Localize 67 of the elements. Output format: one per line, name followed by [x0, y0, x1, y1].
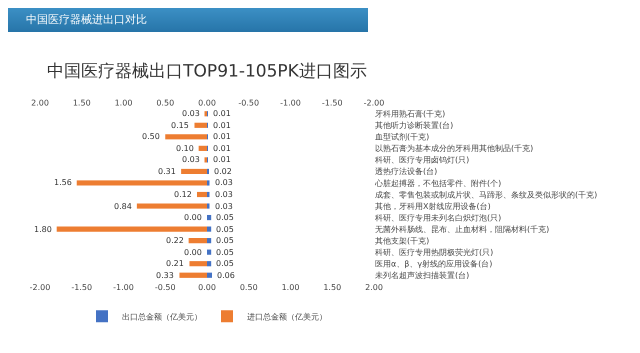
x-tick-label: -1.00 — [113, 283, 134, 292]
data-label: 0.50 — [142, 132, 160, 141]
y-tick-label: 无菌外科肠线、昆布、止血材料，阻隔材料(千克) — [375, 224, 550, 234]
chart-title: 中国医疗器械出口TOP91-105PK进口图示 — [47, 62, 367, 82]
x-tick-label: -1.50 — [71, 283, 92, 292]
y-tick-label: 未列名超声波扫描装置(台) — [375, 271, 470, 280]
data-label: 0.01 — [213, 132, 231, 141]
data-label: 0.01 — [213, 155, 231, 164]
data-label: 0.00 — [184, 213, 202, 222]
data-label: 0.03 — [215, 202, 233, 211]
data-label: 0.01 — [213, 121, 231, 130]
data-label: 0.33 — [156, 271, 174, 280]
x2-tick-label: -2.00 — [364, 98, 384, 108]
data-label: 0.03 — [215, 178, 233, 187]
data-label: 0.01 — [213, 109, 231, 118]
y-tick-label: 透热疗法设备(台) — [375, 167, 438, 176]
y-tick-label: 牙科用熟石膏(千克) — [375, 110, 446, 119]
y-tick-label: 医用α、β、γ射线的应用设备(台) — [375, 260, 492, 268]
y-tick-label: 科研、医疗专用热阴极荧光灯(只) — [375, 248, 494, 257]
data-label: 0.31 — [158, 167, 176, 176]
legend-label: 出口总金额（亿美元） — [122, 312, 202, 322]
x-tick-label: 0.50 — [240, 283, 258, 292]
y-tick-label: 其他支架(千克) — [375, 236, 430, 246]
y-tick-label: 科研、医疗专用卤钨灯(只) — [375, 156, 470, 165]
data-label: 0.10 — [176, 144, 194, 153]
data-label: 0.84 — [114, 202, 132, 211]
data-label: 1.80 — [34, 225, 52, 234]
y-tick-label: 其他，牙科用X射线应用设备(台) — [375, 202, 491, 211]
x-tick-label: -0.50 — [154, 283, 176, 292]
x2-tick-label: 1.00 — [114, 98, 132, 108]
data-label: 0.05 — [216, 259, 234, 268]
data-label: 0.21 — [166, 259, 184, 268]
x2-tick-label: 0.50 — [156, 98, 174, 108]
data-label: 1.56 — [54, 178, 72, 187]
data-label: 0.03 — [215, 190, 233, 199]
y-tick-label: 心脏起搏器，不包括零件、附件(个) — [374, 178, 502, 188]
y-tick-label: 血型试剂(千克) — [375, 132, 430, 142]
x-tick-label: 0.00 — [198, 283, 216, 292]
y-tick-label: 科研、医疗专用未列名白炽灯泡(只) — [375, 213, 502, 222]
data-label: 0.05 — [216, 213, 234, 222]
data-label: 0.03 — [182, 155, 200, 164]
x2-tick-label: -0.50 — [238, 98, 260, 108]
x2-tick-label: 2.00 — [31, 98, 49, 108]
data-label: 0.05 — [216, 236, 234, 245]
data-label: 0.06 — [217, 271, 235, 280]
x-tick-label: 1.00 — [282, 283, 300, 292]
data-label: 0.15 — [171, 121, 189, 130]
y-tick-label: 其他听力诊断装置(台) — [375, 121, 454, 130]
x2-tick-label: -1.00 — [280, 98, 301, 108]
legend-label: 进口总金额（亿美元） — [247, 312, 327, 322]
data-label: 0.12 — [174, 190, 192, 199]
y-tick-label: 以熟石膏为基本成分的牙科用其他制品(千克) — [375, 144, 534, 154]
x2-tick-label: -1.50 — [322, 98, 343, 108]
data-label: 0.02 — [214, 167, 232, 176]
x-tick-label: -2.00 — [30, 283, 50, 292]
x-tick-label: 1.50 — [323, 283, 342, 292]
x-tick-label: 2.00 — [365, 283, 383, 292]
header-banner: 中国医疗器械进出口对比 — [8, 8, 368, 32]
data-label: 0.05 — [216, 225, 234, 234]
data-label: 0.00 — [184, 248, 202, 257]
data-label: 0.03 — [182, 109, 200, 118]
x2-tick-label: 0.00 — [198, 98, 216, 108]
x2-tick-label: 1.50 — [72, 98, 91, 108]
data-label: 0.05 — [216, 248, 234, 257]
y-tick-label: 成套、零售包装或制成片状、马蹄形、条纹及类似形状的(千克) — [375, 190, 598, 200]
data-label: 0.22 — [166, 236, 184, 245]
data-label: 0.01 — [213, 144, 231, 153]
